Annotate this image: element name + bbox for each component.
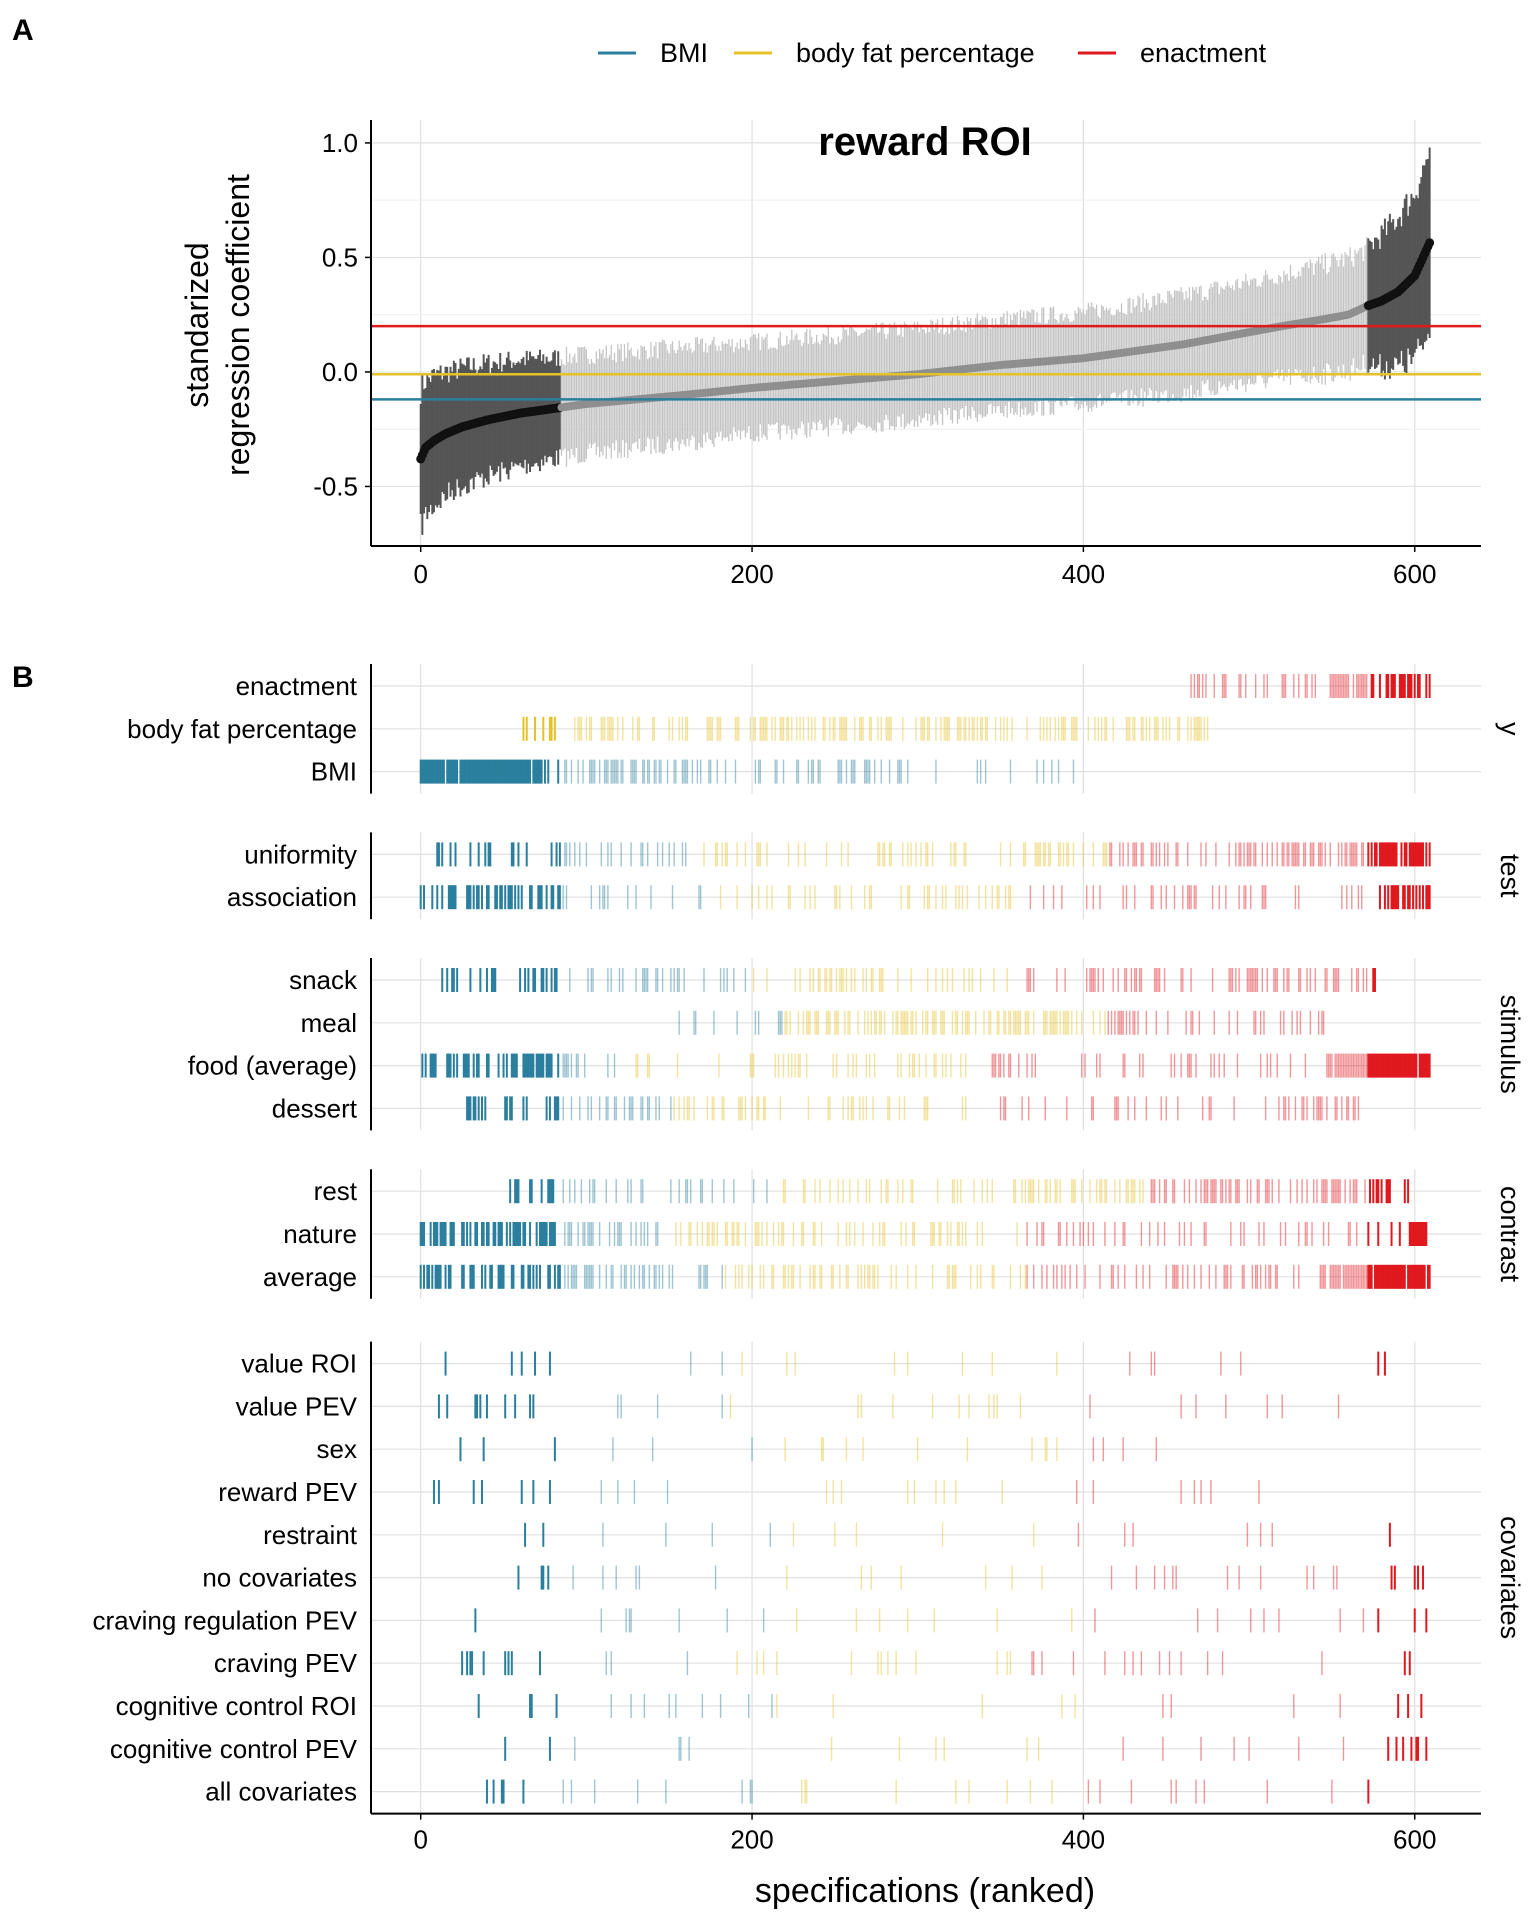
- spec-row-craving-pev: [461, 1651, 1411, 1676]
- legend-label-bmi: BMI: [660, 38, 708, 68]
- x-tick-label: 600: [1393, 1825, 1436, 1855]
- spec-row-average: [419, 1264, 1431, 1289]
- spec-row-bmi: [419, 759, 1075, 784]
- facet-label-contrast: contrast: [1495, 1186, 1525, 1283]
- spec-row-value-roi: [444, 1351, 1386, 1376]
- legend-label-body-fat-percentage: body fat percentage: [796, 38, 1035, 68]
- row-label-reward-pev: reward PEV: [218, 1477, 357, 1507]
- spec-row-sex: [459, 1437, 1157, 1462]
- panel-label-a: A: [12, 14, 34, 47]
- y-tick-label: 0.5: [322, 242, 358, 272]
- x-tick-label: 0: [413, 1825, 427, 1855]
- row-label-no-covariates: no covariates: [202, 1563, 357, 1593]
- spec-row-rest: [509, 1179, 1410, 1204]
- spec-row-meal: [678, 1010, 1325, 1035]
- spec-row-all-covariates: [485, 1779, 1370, 1804]
- facet-label-stimulus: stimulus: [1495, 995, 1525, 1094]
- panel-b-specification-grid: enactment body fat percentage BMI uniformit…: [93, 664, 1525, 1855]
- y-tick-label: -0.5: [313, 471, 358, 501]
- y-tick-label: 0.0: [322, 357, 358, 387]
- spec-row-body-fat-percentage: [522, 716, 1209, 741]
- facet-label-test: test: [1495, 854, 1525, 898]
- y-axis-label-line-2: regression coefficient: [220, 174, 256, 476]
- spec-row-cognitive-control-roi: [477, 1694, 1423, 1718]
- spec-row-enactment: [1190, 674, 1431, 698]
- spec-row-restraint: [524, 1522, 1391, 1547]
- row-label-nature: nature: [283, 1219, 357, 1249]
- spec-row-dessert: [466, 1096, 1360, 1121]
- legend: BMI body fat percentage enactment: [598, 38, 1267, 68]
- row-label-snack: snack: [289, 965, 358, 995]
- spec-row-craving-regulation-pev: [474, 1608, 1428, 1633]
- x-tick-label: 0: [413, 559, 427, 589]
- row-label-value-pev: value PEV: [236, 1391, 358, 1421]
- coefficient-points: [416, 238, 1435, 464]
- row-label-value-roi: value ROI: [241, 1349, 357, 1379]
- confidence-intervals: [419, 147, 1431, 535]
- y-axis-label-line-1: standarized: [179, 242, 215, 407]
- panel-label-b: B: [12, 661, 34, 694]
- row-label-association: association: [227, 882, 357, 912]
- x-axis-label: specifications (ranked): [755, 1872, 1095, 1910]
- row-label-all-covariates: all covariates: [205, 1777, 357, 1807]
- spec-row-association: [419, 885, 1431, 910]
- row-label-bmi: BMI: [311, 757, 357, 787]
- row-label-average: average: [263, 1262, 357, 1292]
- x-tick-label: 600: [1393, 559, 1436, 589]
- row-label-uniformity: uniformity: [244, 839, 357, 869]
- spec-row-food-average: [421, 1053, 1431, 1078]
- row-label-restraint: restraint: [263, 1520, 358, 1550]
- reference-lines: [371, 324, 1481, 401]
- row-label-cognitive-control-pev: cognitive control PEV: [110, 1734, 358, 1764]
- x-tick-label: 200: [730, 559, 773, 589]
- panel-a-coefficient-curve: 1.0 0.5 0.0 -0.5 0 200 400 600: [313, 120, 1481, 589]
- row-label-enactment: enactment: [236, 671, 358, 701]
- panel-a-gridlines: [371, 120, 1481, 546]
- facet-label-covariates: covariates: [1495, 1516, 1525, 1639]
- row-label-craving-regulation-pev: craving regulation PEV: [93, 1605, 358, 1635]
- spec-row-nature: [419, 1222, 1428, 1246]
- chart-title: reward ROI: [818, 120, 1031, 164]
- y-tick-label: 1.0: [322, 128, 358, 158]
- coefficient-point: [1425, 238, 1435, 248]
- spec-row-snack: [441, 968, 1376, 992]
- row-label-food-average: food (average): [188, 1051, 357, 1081]
- legend-item-body-fat-percentage: body fat percentage: [734, 38, 1035, 68]
- row-label-dessert: dessert: [272, 1093, 358, 1123]
- x-tick-label: 400: [1062, 1825, 1105, 1855]
- row-label-meal: meal: [301, 1008, 357, 1038]
- row-label-body-fat-percentage: body fat percentage: [127, 714, 357, 744]
- row-label-craving-pev: craving PEV: [214, 1648, 358, 1678]
- row-label-rest: rest: [314, 1176, 358, 1206]
- legend-label-enactment: enactment: [1140, 38, 1267, 68]
- legend-item-bmi: BMI: [598, 38, 708, 68]
- spec-row-no-covariates: [517, 1565, 1425, 1590]
- row-label-cognitive-control-roi: cognitive control ROI: [116, 1691, 357, 1721]
- legend-item-enactment: enactment: [1078, 38, 1267, 68]
- x-tick-label: 200: [730, 1825, 773, 1855]
- x-tick-label: 400: [1062, 559, 1105, 589]
- spec-row-value-pev: [437, 1394, 1340, 1419]
- row-label-sex: sex: [317, 1434, 357, 1464]
- spec-row-uniformity: [436, 842, 1431, 867]
- spec-row-cognitive-control-pev: [504, 1736, 1428, 1761]
- facet-label-y: y: [1495, 722, 1525, 736]
- spec-row-reward-pev: [432, 1480, 1260, 1504]
